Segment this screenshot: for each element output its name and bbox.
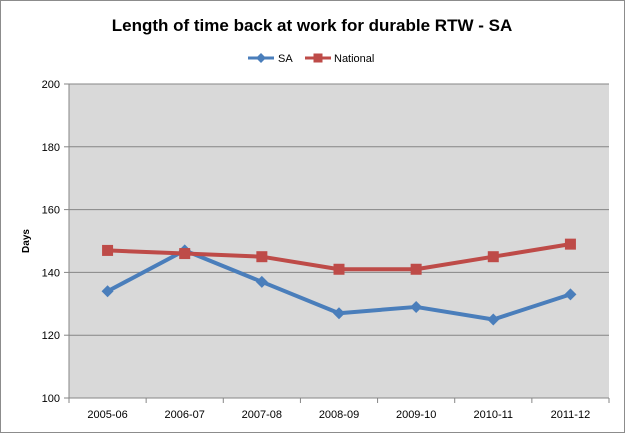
y-tick-label: 160 — [42, 205, 60, 217]
data-point-national — [333, 263, 345, 275]
series-layer — [101, 238, 577, 326]
legend: SA National — [248, 53, 374, 65]
x-tick-label: 2006-07 — [165, 409, 205, 421]
y-tick-label: 180 — [42, 142, 60, 154]
y-axis-ticks: 100 120 140 160 180 200 — [42, 79, 69, 405]
legend-item-sa: SA — [248, 53, 293, 65]
chart-title: Length of time back at work for durable … — [112, 16, 512, 35]
x-tick-label: 2007-08 — [242, 409, 282, 421]
x-axis-ticks: 2005-06 2006-07 2007-08 2008-09 2009-10 2010-… — [68, 398, 610, 421]
legend-marker-sa — [256, 53, 266, 63]
y-tick-label: 100 — [42, 393, 60, 405]
data-point-sa — [255, 275, 268, 288]
axes — [68, 84, 609, 399]
x-tick-label: 2008-09 — [319, 409, 359, 421]
data-point-national — [564, 238, 576, 250]
legend-label-national: National — [334, 53, 374, 65]
data-point-sa — [487, 313, 500, 326]
x-tick-label: 2011-12 — [551, 409, 591, 421]
x-tick-label: 2005-06 — [87, 409, 127, 421]
data-point-sa — [410, 300, 423, 313]
data-point-national — [487, 251, 499, 263]
x-tick-label: 2009-10 — [396, 409, 436, 421]
y-tick-label: 140 — [42, 267, 60, 279]
y-tick-label: 120 — [42, 330, 60, 342]
data-point-national — [179, 248, 191, 260]
data-point-sa — [333, 307, 345, 320]
data-point-sa — [564, 288, 577, 301]
legend-label-sa: SA — [278, 53, 293, 65]
series-national — [102, 238, 576, 275]
y-axis-label: Days — [21, 229, 32, 253]
legend-marker-national — [313, 53, 323, 63]
x-tick-label: 2010-11 — [474, 409, 514, 421]
data-point-national — [410, 263, 422, 275]
data-point-national — [102, 244, 114, 256]
legend-item-national: National — [305, 53, 374, 65]
data-point-national — [256, 251, 268, 263]
plot-area — [69, 84, 609, 398]
data-point-sa — [101, 285, 114, 298]
y-tick-label: 200 — [42, 79, 60, 91]
